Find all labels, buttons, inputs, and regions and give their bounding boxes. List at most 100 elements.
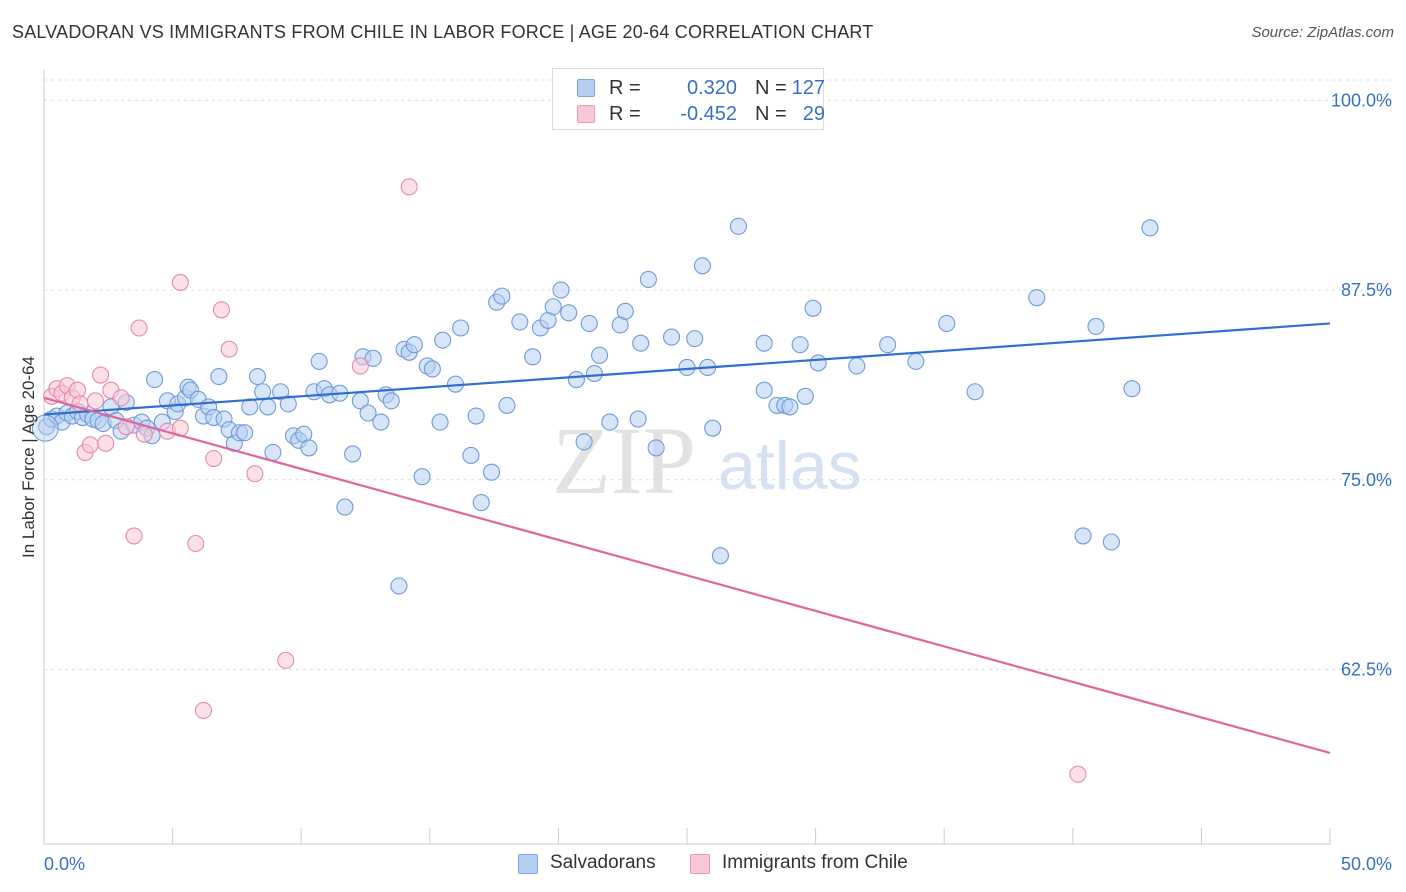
salvadoran-point — [575, 433, 593, 451]
salvadoran-point — [390, 577, 408, 595]
salvadoran-point — [796, 387, 814, 405]
salvadoran-point — [729, 217, 747, 235]
salvadoran-point — [1074, 527, 1092, 545]
salvadoran-point — [693, 257, 711, 275]
salvadoran-point — [511, 313, 529, 331]
chile-point — [277, 651, 295, 669]
salvadoran-point — [629, 410, 647, 428]
salvadoran-point — [264, 443, 282, 461]
salvadoran-point — [482, 463, 501, 481]
salvadoran-point — [462, 446, 480, 465]
salvadoran-point — [616, 302, 634, 320]
n-value: 127 — [791, 77, 825, 99]
chile-point — [1069, 765, 1087, 783]
x-tick-label: 50.0% — [1341, 854, 1392, 874]
chile-point — [112, 389, 130, 407]
legend-label: Immigrants from Chile — [722, 852, 908, 873]
salvadoran-point — [254, 383, 272, 401]
chile-point — [86, 392, 104, 410]
salvadoran-point — [423, 360, 441, 378]
chile-point — [171, 273, 189, 292]
salvadoran-point — [382, 392, 400, 410]
salvadoran-point — [372, 413, 390, 431]
legend-swatch-blue — [518, 854, 538, 874]
salvadoran-point — [663, 328, 681, 346]
axis-layer — [43, 70, 1331, 845]
salvadoran-point — [1102, 533, 1120, 551]
salvadoran-point — [686, 330, 704, 348]
salvadoran-trend-line — [43, 322, 1331, 416]
salvadoran-point — [678, 358, 696, 377]
legend-swatch-blue — [577, 79, 595, 97]
y-tick-label: 87.5% — [1341, 280, 1392, 300]
salvadoran-point — [344, 445, 362, 463]
salvadoran-point — [639, 270, 657, 288]
n-label: N = — [755, 77, 787, 99]
salvadoran-point — [279, 395, 297, 413]
chile-trend-line — [43, 396, 1331, 755]
r-value: 0.320 — [686, 77, 737, 99]
salvadoran-point — [336, 498, 354, 516]
salvadoran-point — [809, 354, 827, 372]
chile-point — [135, 425, 153, 443]
salvadoran-point — [300, 439, 318, 457]
legend-swatch-pink — [690, 854, 710, 874]
salvadoran-point — [1141, 219, 1159, 237]
salvadoran-point — [1087, 317, 1105, 336]
salvadoran-point — [804, 299, 822, 317]
salvadoran-point — [524, 348, 542, 366]
chile-point — [351, 357, 369, 375]
salvadoran-point — [755, 334, 773, 352]
chile-point — [205, 449, 223, 468]
legend-swatch-pink — [577, 105, 595, 123]
tick-label-layer: 100.0% 87.5% 75.0% 62.5% 0.0% 50.0% — [44, 90, 1392, 874]
salvadoran-point — [364, 349, 382, 367]
salvadoran-point — [472, 493, 490, 512]
salvadoran-point — [585, 364, 603, 383]
chile-point — [400, 178, 418, 196]
legend-label: Salvadorans — [550, 852, 656, 873]
salvadoran-point — [647, 439, 665, 457]
salvadoran-point — [791, 336, 809, 354]
salvadoran-point — [467, 407, 485, 425]
trend-layer — [43, 322, 1331, 755]
chile-point — [97, 434, 115, 452]
salvadoran-point — [966, 383, 984, 401]
salvadoran-point — [431, 413, 449, 431]
salvadoran-point — [704, 419, 722, 437]
salvadoran-point — [907, 352, 925, 370]
grid-layer — [44, 79, 1392, 670]
watermark-zip: ZIP — [552, 407, 696, 514]
chile-point — [81, 436, 99, 454]
salvadoran-point — [544, 298, 562, 316]
watermark: ZIP atlas — [552, 407, 862, 514]
chile-point — [187, 534, 205, 553]
source-label: Source: ZipAtlas.com — [1251, 24, 1394, 41]
salvadoran-point — [1028, 289, 1046, 307]
chile-point — [194, 701, 213, 719]
salvadoran-point — [146, 371, 164, 389]
r-label: R = — [609, 103, 641, 125]
salvadoran-point — [498, 396, 516, 414]
series-legend: Salvadorans Immigrants from Chile — [0, 850, 1406, 880]
chile-point — [130, 319, 148, 337]
salvadoran-point — [580, 314, 598, 332]
salvadoran-point — [560, 304, 578, 322]
points-layer — [31, 178, 1159, 783]
salvadoran-point — [848, 357, 866, 375]
salvadoran-point — [452, 319, 470, 337]
salvadoran-point — [413, 468, 431, 486]
salvadoran-point — [259, 398, 277, 416]
salvadoran-point — [879, 336, 897, 354]
salvadoran-point — [236, 424, 254, 442]
chile-point — [92, 366, 110, 384]
salvadoran-point — [434, 331, 452, 349]
r-label: R = — [609, 77, 641, 99]
salvadoran-point — [591, 346, 609, 364]
chile-point — [246, 465, 264, 483]
y-tick-label: 75.0% — [1341, 470, 1392, 490]
y-tick-label: 100.0% — [1331, 90, 1392, 110]
y-axis-label: In Labor Force | Age 20-64 — [19, 356, 38, 558]
salvadoran-point — [405, 336, 423, 354]
